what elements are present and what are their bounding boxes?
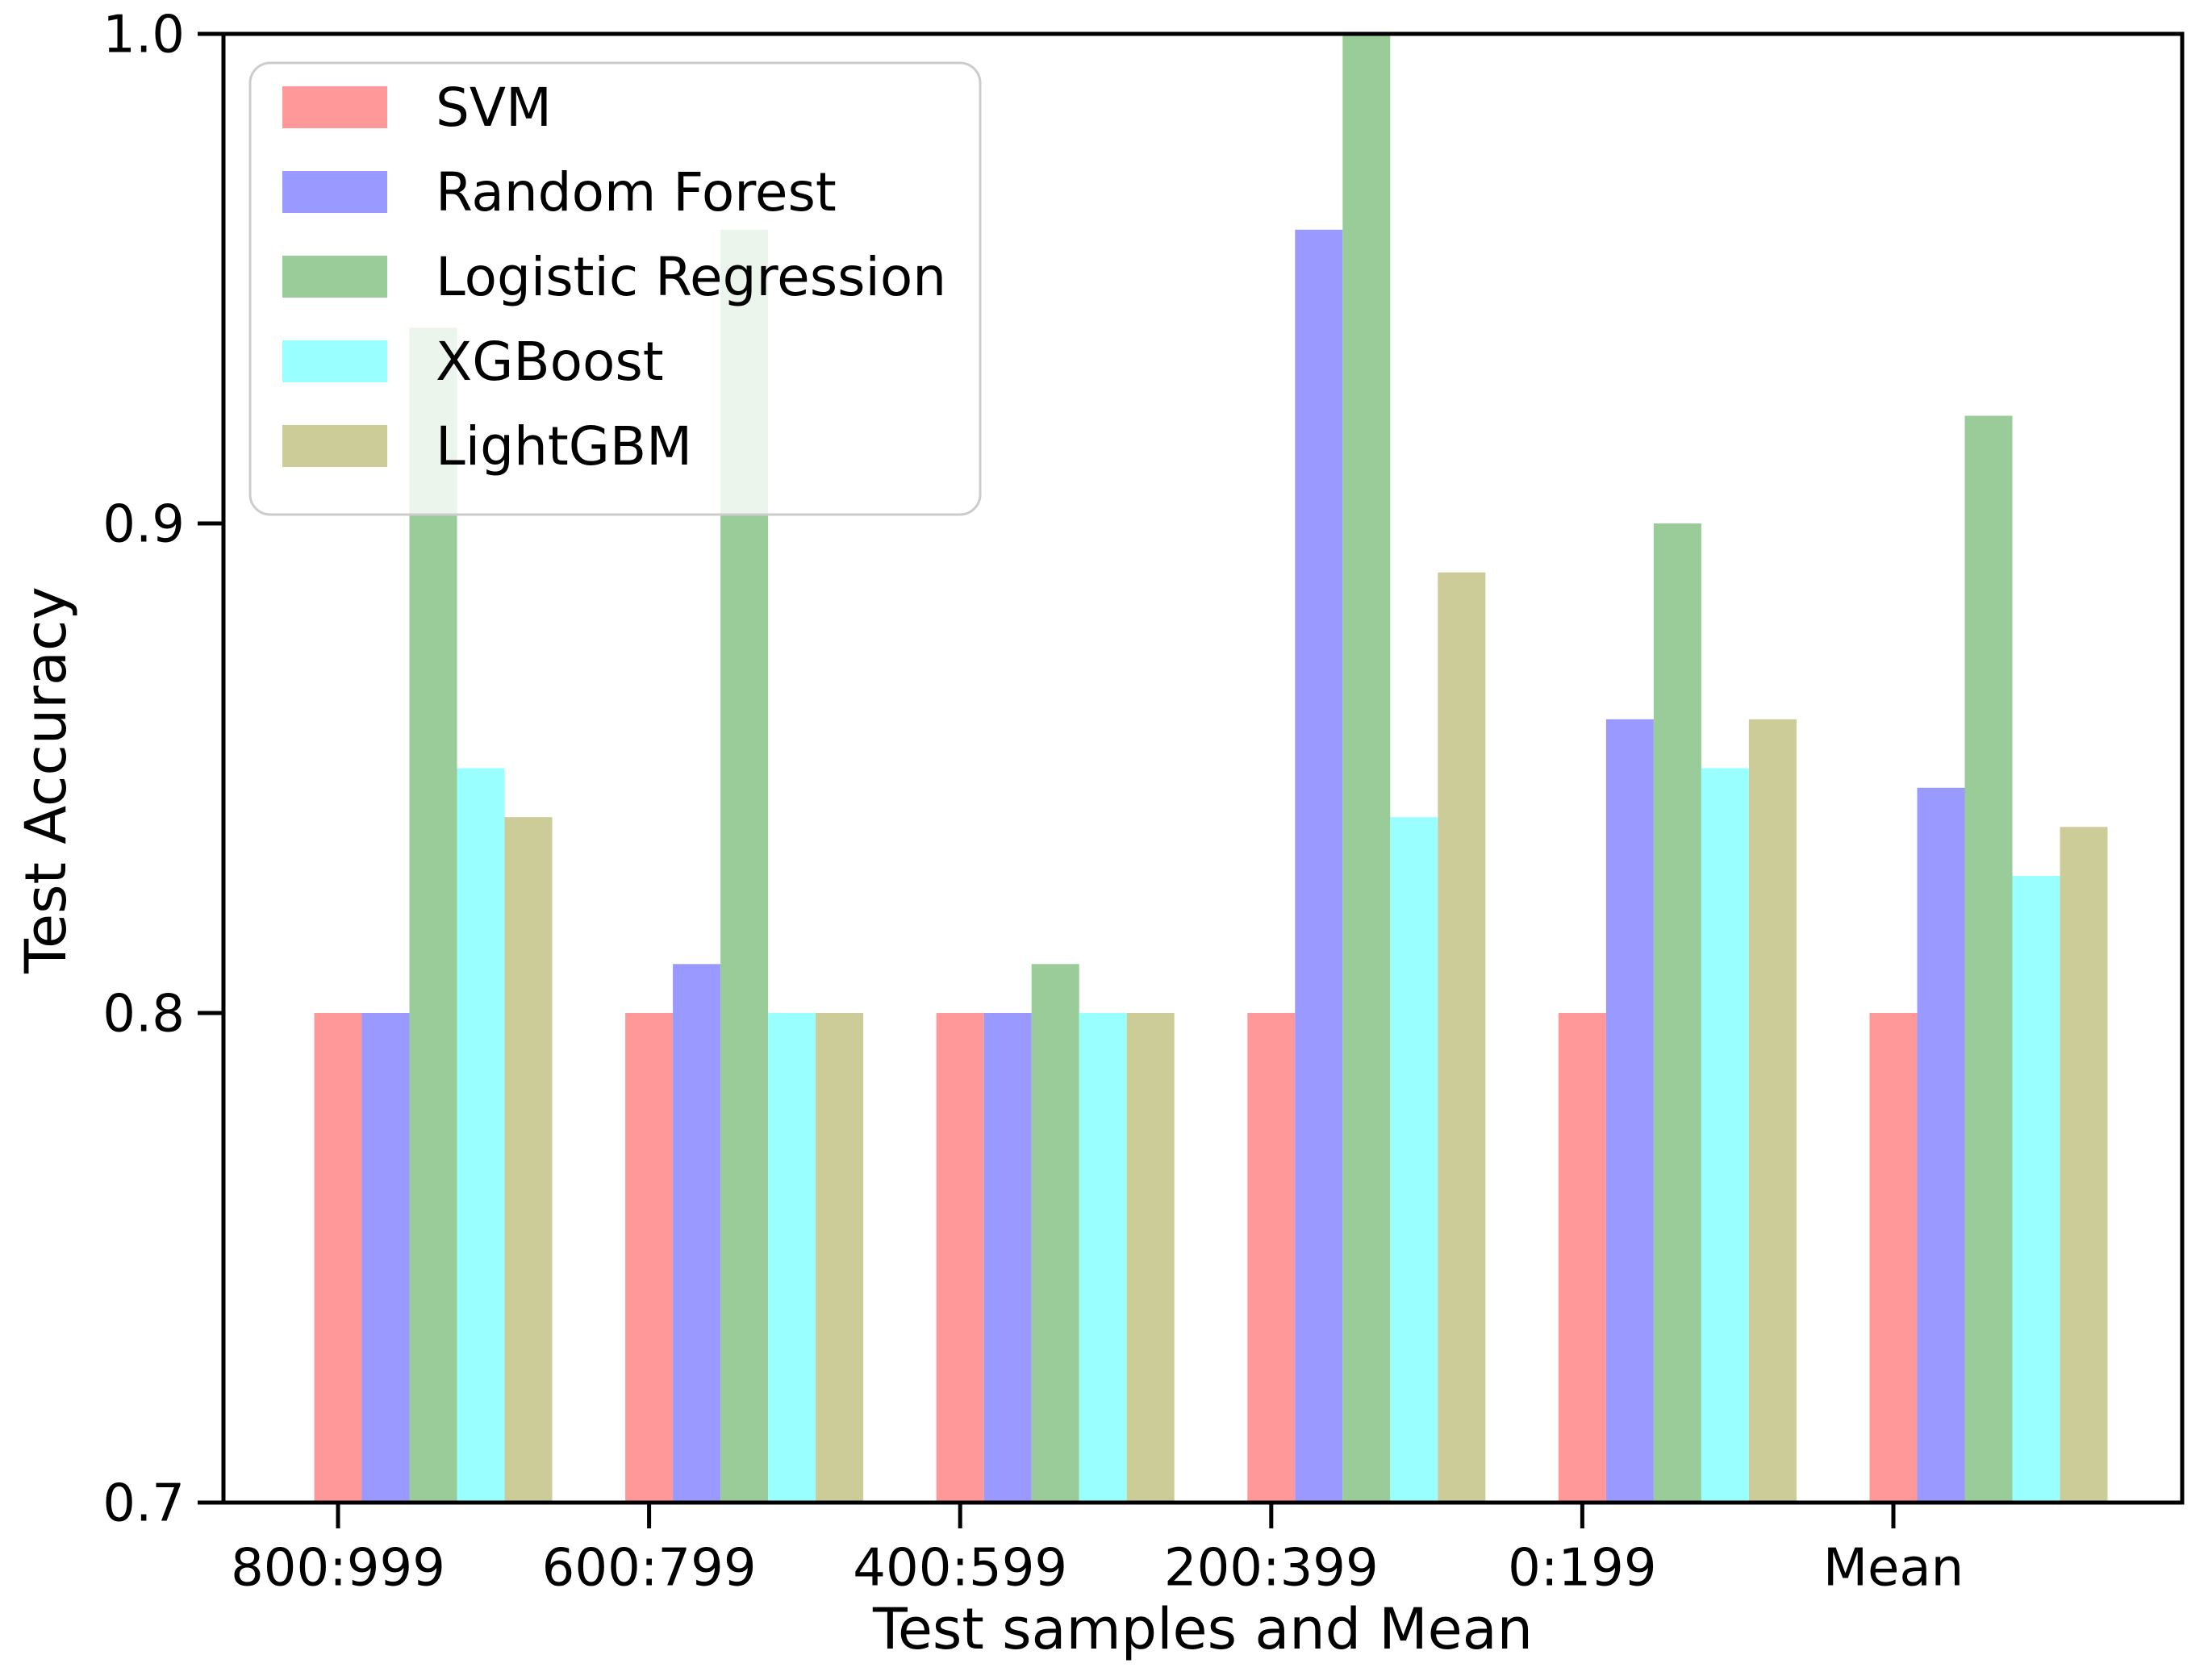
bar-random-forest-mean — [1917, 787, 1965, 1503]
legend-item-xgboost: XGBoost — [282, 331, 664, 393]
legend-label-logistic-regression: Logistic Regression — [436, 246, 946, 308]
bar-random-forest-400-599 — [983, 1013, 1032, 1503]
legend-label-svm: SVM — [436, 77, 552, 139]
bar-svm-800-999 — [314, 1013, 362, 1503]
bar-lightgbm-200-399 — [1438, 572, 1486, 1503]
bar-svm-600-799 — [625, 1013, 674, 1503]
bar-svm-0-199 — [1558, 1013, 1606, 1503]
bar-xgboost-400-599 — [1079, 1013, 1127, 1503]
x-tick-label: 600:799 — [542, 1539, 757, 1599]
legend-swatch-logistic-regression — [282, 256, 387, 298]
legend-label-lightgbm: LightGBM — [436, 415, 692, 477]
legend-item-random-forest: Random Forest — [282, 161, 837, 223]
y-tick-label: 0.7 — [102, 1474, 185, 1533]
bar-logistic-regression-200-399 — [1342, 34, 1391, 1503]
legend-swatch-lightgbm — [282, 425, 387, 467]
bar-random-forest-0-199 — [1605, 719, 1654, 1503]
bar-lightgbm-mean — [2060, 827, 2108, 1503]
bar-svm-400-599 — [936, 1013, 984, 1503]
x-tick-label: 200:399 — [1164, 1539, 1379, 1599]
bar-xgboost-600-799 — [768, 1013, 816, 1503]
x-tick-label: 400:599 — [853, 1539, 1067, 1599]
bar-logistic-regression-800-999 — [409, 327, 457, 1503]
y-tick-label: 0.8 — [102, 984, 185, 1044]
legend-swatch-svm — [282, 86, 387, 128]
bar-lightgbm-600-799 — [816, 1013, 864, 1503]
legend-swatch-xgboost — [282, 340, 387, 382]
bar-lightgbm-0-199 — [1748, 719, 1797, 1503]
legend-swatch-random-forest — [282, 171, 387, 213]
y-tick-label: 1.0 — [102, 5, 185, 65]
bar-random-forest-800-999 — [361, 1013, 410, 1503]
x-tick-label: 0:199 — [1508, 1539, 1656, 1599]
x-tick-label: Mean — [1823, 1539, 1964, 1599]
legend-label-xgboost: XGBoost — [436, 331, 664, 393]
bar-xgboost-mean — [2012, 876, 2060, 1503]
bar-random-forest-600-799 — [673, 964, 721, 1503]
x-axis-label: Test samples and Mean — [873, 1596, 1533, 1662]
bar-lightgbm-800-999 — [504, 817, 553, 1503]
legend: SVM Random Forest Logistic Regression XGBoo… — [248, 61, 982, 516]
bar-svm-200-399 — [1247, 1013, 1296, 1503]
bar-logistic-regression-400-599 — [1031, 964, 1079, 1503]
bar-xgboost-200-399 — [1390, 817, 1438, 1503]
bar-xgboost-800-999 — [457, 768, 505, 1503]
x-tick-label: 800:999 — [231, 1539, 445, 1599]
legend-label-random-forest: Random Forest — [436, 161, 837, 223]
bar-lightgbm-400-599 — [1126, 1013, 1175, 1503]
y-axis-label: Test Accuracy — [13, 586, 79, 973]
bar-svm-mean — [1869, 1013, 1918, 1503]
legend-item-logistic-regression: Logistic Regression — [282, 246, 946, 308]
legend-item-svm: SVM — [282, 77, 552, 139]
legend-box — [248, 61, 982, 516]
plot-box — [221, 31, 2185, 1505]
bar-logistic-regression-0-199 — [1653, 523, 1701, 1503]
y-tick-label: 0.9 — [102, 494, 185, 554]
bar-random-forest-200-399 — [1295, 229, 1343, 1503]
bar-xgboost-0-199 — [1701, 768, 1749, 1503]
bar-logistic-regression-mean — [1964, 415, 2013, 1503]
legend-item-lightgbm: LightGBM — [282, 415, 692, 477]
